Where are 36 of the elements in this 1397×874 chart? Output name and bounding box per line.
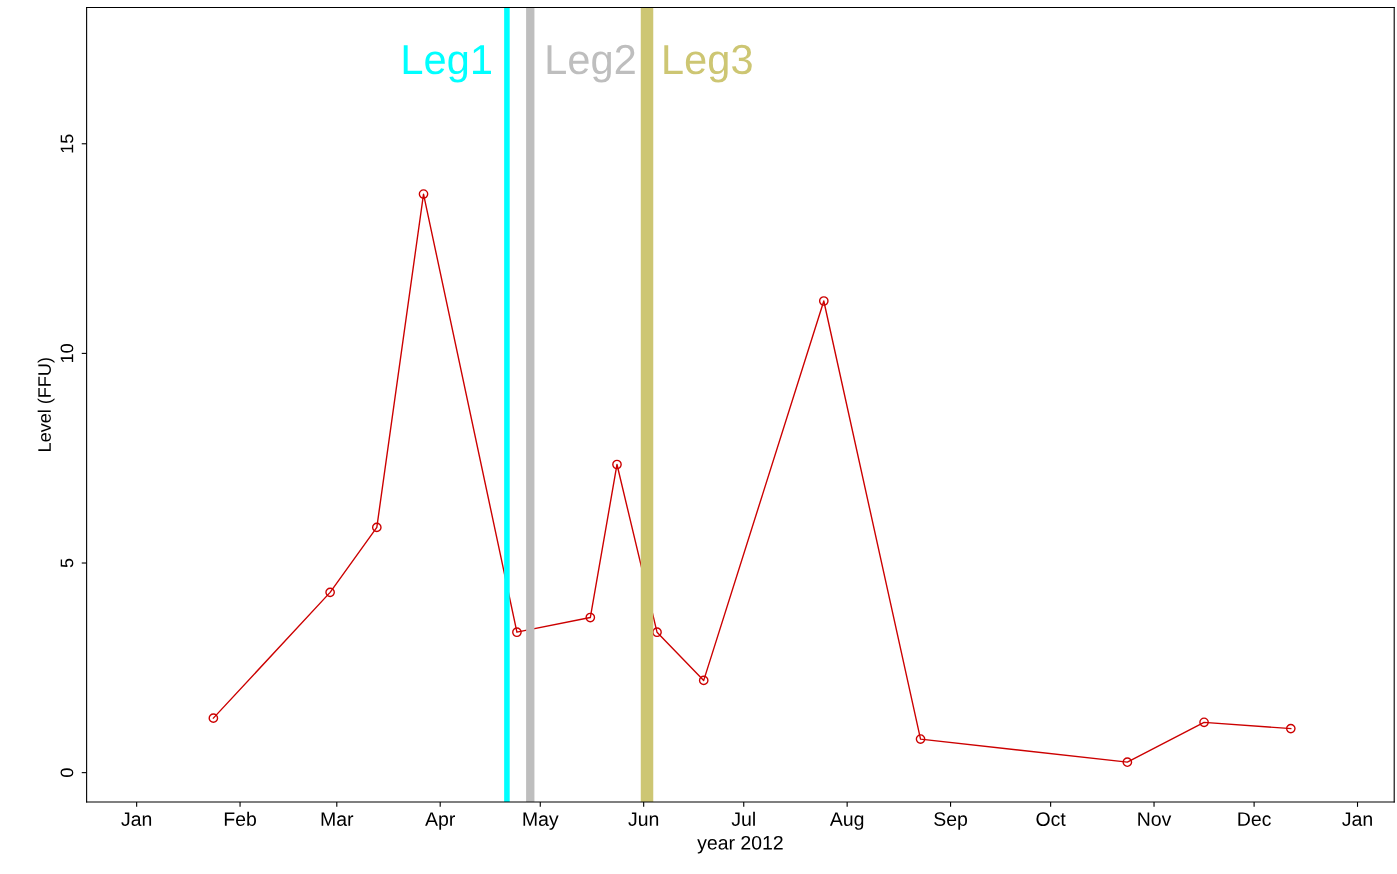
point <box>612 459 622 470</box>
point <box>208 713 219 723</box>
y-tick-label: 0 <box>60 768 74 777</box>
point <box>325 587 335 598</box>
point <box>418 189 429 199</box>
x-tick-label: Apr <box>425 812 455 830</box>
point <box>1199 717 1209 728</box>
y-tick-label: 15 <box>60 134 74 153</box>
point <box>1122 757 1133 768</box>
x-tick-label: Jan <box>121 812 152 826</box>
point <box>1285 723 1296 734</box>
x-tick-label: Nov <box>1138 812 1172 826</box>
point <box>698 675 709 686</box>
x-axis-title: year 2012 <box>697 835 783 854</box>
point <box>512 627 522 638</box>
point <box>915 734 926 744</box>
y-tick-label: 5 <box>60 558 74 568</box>
x-tick-label: May <box>523 812 559 830</box>
y-tick-label: 10 <box>60 344 74 363</box>
x-tick-label: Jun <box>628 812 659 826</box>
ref-line-label: Leg1 <box>403 45 491 83</box>
x-tick-label: Mar <box>321 812 354 826</box>
ref-line-label: Leg2 <box>547 44 635 83</box>
point <box>585 612 596 623</box>
point <box>818 296 829 306</box>
point <box>652 627 662 638</box>
x-tick-label: Sep <box>934 812 968 830</box>
x-tick-label: Aug <box>829 812 864 830</box>
x-tick-label: Oct <box>1036 812 1066 826</box>
ref-line-label: Leg3 <box>664 44 752 83</box>
x-tick-label: Jul <box>731 811 755 826</box>
x-tick-label: Feb <box>224 811 256 826</box>
y-axis-title: Level (FFU) <box>37 358 55 451</box>
x-tick-label: Jan <box>1342 812 1372 826</box>
x-tick-label: Dec <box>1238 812 1271 826</box>
point <box>371 522 382 533</box>
